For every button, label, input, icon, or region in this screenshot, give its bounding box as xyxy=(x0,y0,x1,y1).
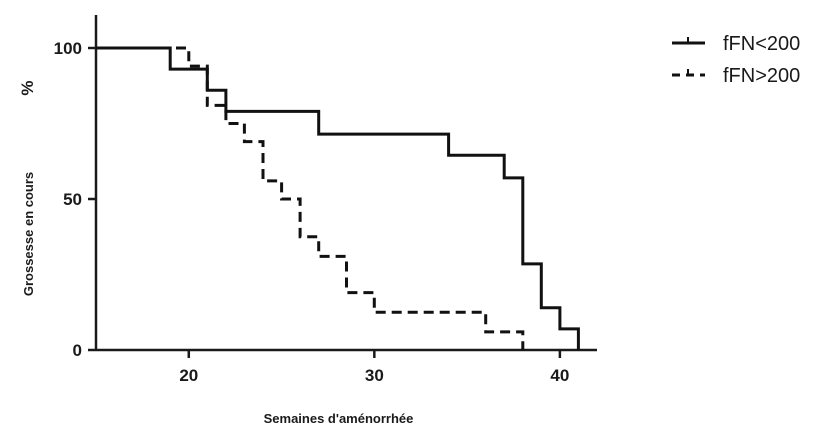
axes xyxy=(94,15,597,352)
series-line-1 xyxy=(96,46,580,350)
x-tick-label: 20 xyxy=(179,366,198,385)
ticks: 0 50 100 20 30 40 xyxy=(54,39,570,385)
x-axis-label: Semaines d'aménorrhée xyxy=(264,411,414,426)
y-axis-unit: % xyxy=(18,80,37,95)
y-tick-label: 0 xyxy=(73,341,82,360)
y-tick-label: 50 xyxy=(63,190,82,209)
legend-label-1: fFN<200 xyxy=(723,33,800,55)
y-tick-label: 100 xyxy=(54,39,82,58)
legend-label-2: fFN>200 xyxy=(723,65,800,87)
x-tick-label: 40 xyxy=(550,366,569,385)
series-line-2 xyxy=(96,46,525,350)
series-layer xyxy=(96,46,580,350)
x-tick-label: 30 xyxy=(365,366,384,385)
y-axis-label: Grossesse en cours xyxy=(21,172,36,296)
legend: fFN<200 fFN>200 xyxy=(672,33,800,87)
